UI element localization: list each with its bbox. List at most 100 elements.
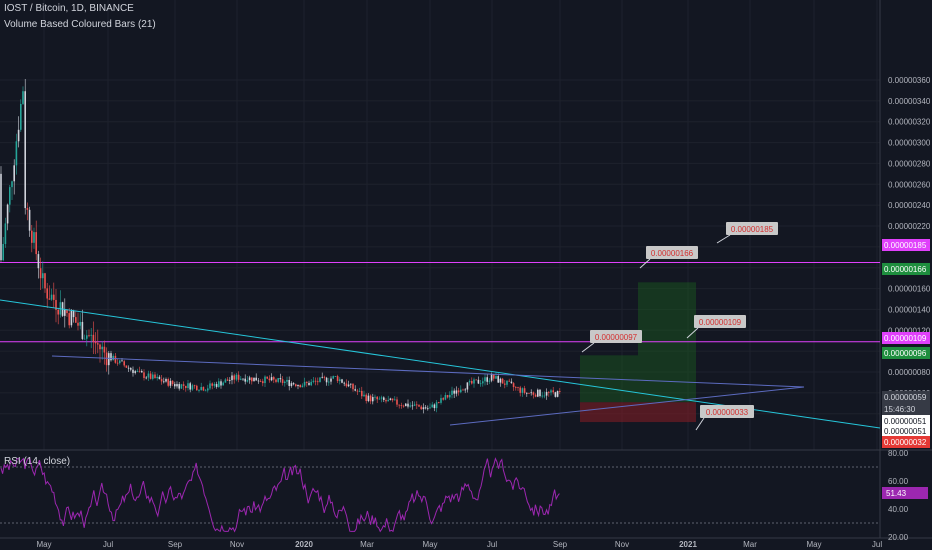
candle-body (383, 397, 385, 401)
candle-body (433, 404, 436, 409)
candle-body (471, 381, 473, 384)
candle-body (528, 392, 530, 394)
candle-body (83, 338, 86, 340)
candle-body (114, 355, 117, 363)
candle-body (367, 395, 370, 402)
candle-body (286, 379, 288, 382)
price-tag-7: 0.00000051 (884, 427, 927, 436)
price-tick-3: 0.00000300 (888, 139, 931, 148)
time-axis[interactable]: May Jul Sep Nov 2020 Mar May Jul Sep Nov 2021 Mar Ma… (36, 540, 882, 549)
candle-body (332, 376, 334, 379)
candle-body (15, 141, 18, 166)
candle-body (517, 387, 519, 389)
candle-body (251, 377, 253, 382)
candle-body (147, 373, 150, 378)
candle-body (310, 381, 312, 386)
candle-body (374, 396, 376, 398)
candle-body (149, 373, 152, 379)
candle-body (380, 397, 383, 399)
symbol-title[interactable]: IOST / Bitcoin, 1D, BINANCE (4, 3, 134, 14)
candle-body (101, 346, 103, 350)
candle-body (387, 399, 389, 402)
candle-body (466, 382, 469, 390)
candle-body (389, 398, 392, 400)
time-tick-1: Jul (103, 540, 113, 549)
candle-body (515, 387, 517, 388)
time-tick-10: 2021 (679, 540, 697, 549)
candle-body (396, 399, 398, 405)
candle-body (215, 383, 218, 387)
candle-body (103, 346, 106, 353)
candle-body (37, 254, 40, 269)
candle-body (427, 408, 429, 410)
candle-body (270, 377, 273, 381)
position-tool[interactable] (580, 282, 696, 423)
candle-body (64, 309, 66, 316)
candle-body (0, 173, 2, 261)
callout-pointer-2 (686, 327, 699, 339)
candle-body (99, 344, 101, 350)
candle-body (163, 381, 165, 383)
time-tick-11: Mar (743, 540, 757, 549)
candle-body (165, 378, 167, 382)
candle-body (143, 372, 145, 378)
candle-body (50, 294, 53, 300)
candle-body (134, 371, 136, 373)
candle-body (207, 388, 209, 391)
candle-body (273, 377, 275, 380)
candle-body (429, 407, 431, 409)
candle-body (218, 381, 220, 387)
candle-body (541, 395, 543, 397)
price-tag-3: 0.00000096 (884, 349, 927, 358)
candle-body (79, 321, 81, 326)
callout-pointer-4 (695, 417, 705, 431)
candle-body (407, 403, 409, 407)
candle-body (354, 389, 356, 391)
price-tick-11: 0.00000140 (888, 305, 931, 314)
candle-body (66, 309, 68, 314)
price-tag-6: 0.00000051 (884, 417, 927, 426)
time-tick-8: Sep (553, 540, 568, 549)
rsi-title[interactable]: RSI (14, close) (4, 456, 71, 467)
candle-body (141, 371, 143, 373)
candle-body (506, 380, 508, 385)
candle-body (20, 103, 22, 130)
candle-body (297, 384, 299, 387)
candle-body (449, 394, 451, 398)
candle-body (90, 334, 92, 336)
candle-body (224, 379, 227, 383)
candle-body (356, 390, 359, 392)
callout-label-2: 0.00000109 (699, 318, 742, 327)
candle-body (306, 381, 308, 383)
candle-body (464, 389, 466, 391)
candle-body (145, 377, 147, 379)
candle-body (116, 362, 119, 364)
candle-body (431, 404, 433, 408)
candle-body (22, 91, 24, 104)
candle-body (152, 374, 154, 379)
candle-body (339, 379, 341, 382)
horizontal-levels[interactable] (0, 262, 880, 343)
candle-body (193, 385, 196, 387)
rsi-tick-1: 60.00 (888, 477, 909, 486)
candle-body (213, 383, 216, 386)
candle-body (281, 379, 284, 384)
callout-box-3 (590, 330, 642, 343)
price-tick-0: 0.00000360 (888, 76, 931, 85)
candle-body (442, 398, 444, 400)
indicator-title[interactable]: Volume Based Coloured Bars (21) (4, 19, 156, 30)
price-callouts[interactable]: 0.00000185 0.00000166 0.00000109 0.00000097… (581, 222, 778, 431)
callout-pointer-3 (581, 342, 595, 353)
candle-body (400, 405, 403, 406)
candle-body (543, 395, 546, 397)
candle-body (4, 223, 7, 244)
candle-body (204, 390, 207, 392)
candle-body (301, 385, 304, 388)
candle-body (548, 391, 550, 393)
candle-body (185, 385, 187, 389)
candle-body (409, 405, 411, 407)
rsi-tick-0: 80.00 (888, 449, 909, 458)
time-tick-4: 2020 (295, 540, 313, 549)
candle-body (479, 383, 482, 385)
